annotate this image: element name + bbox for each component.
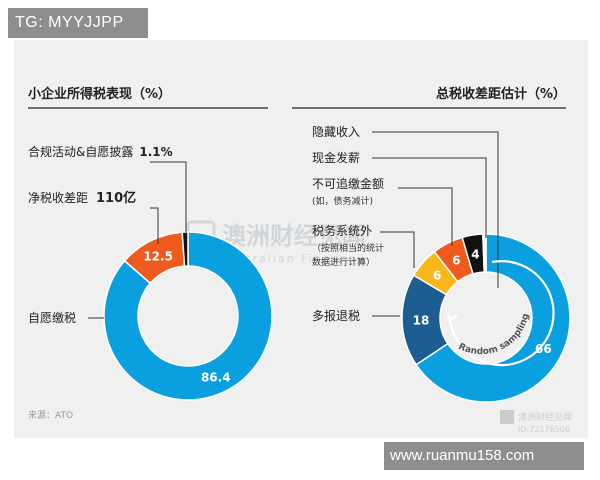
hidden-income-label: 隐藏收入 [312,125,360,139]
slice-value-label: 6 [452,254,460,268]
outside-system-sublabel-1: （按照相当的统计 [312,242,384,254]
corner-watermark-id: ID:72176506 [518,425,570,434]
cash-wages-leader-line [372,157,487,238]
left-labels: 合规活动&自愿披露 1.1% 净税收差距 110亿 自愿缴税 [28,144,187,325]
watermark-center-sub: Australian Finance [220,252,357,265]
slice-value-label: 66 [535,342,552,356]
outside-system-label: 税务系统外 [312,223,372,238]
watermark-center-text: 澳洲财经见闻 [222,222,366,250]
unrecoverable-leader-line [398,187,453,246]
unrecoverable-label: 不可追缴金额 [312,176,384,191]
right-labels: 隐藏收入 现金发薪 不可追缴金额 (如，债务减计) 税务系统外 （按照相当的统计… [312,125,499,323]
center-watermark: 澳洲财经见闻 Australian Finance [186,220,366,265]
outside-system-leader-line [380,231,415,268]
corner-watermark: 澳洲财经见闻 ID:72176506 [500,410,572,434]
compliance-label: 合规活动&自愿披露 1.1% [28,144,173,159]
compliance-leader-line [150,161,187,234]
watermark-top-tag: TG: MYYJJPP [8,8,148,38]
donut-slice [415,233,571,403]
corner-logo-icon [500,410,514,424]
cash-wages-label: 现金发薪 [312,150,360,165]
corner-watermark-name: 澳洲财经见闻 [518,411,572,423]
hidden-income-leader-line [372,131,499,288]
slice-value-label: 86.4 [201,371,231,385]
donut-slice [181,231,189,267]
donut-slice [482,233,487,273]
slice-value-label: 18 [413,313,430,327]
left-donut-chart: 86.4 12.5 [103,231,273,401]
random-sampling-arc [448,260,555,367]
voluntary-label: 自愿缴税 [28,310,76,325]
random-sampling-arrowhead [447,311,458,322]
right-chart-title: 总税收差距估计（%） [436,86,566,102]
unrecoverable-sublabel: (如，债务减计) [312,195,373,207]
donut-slice [103,231,273,401]
net-gap-label: 净税收差距 110亿 [28,190,136,206]
source-label: 来源：ATO [28,410,73,421]
outside-system-sublabel-2: 数据进行计算） [312,256,375,268]
net-gap-leader-line [150,207,159,244]
over-refund-label: 多报退税 [312,308,360,323]
slice-value-label: 4 [471,247,479,261]
slice-value-label: 12.5 [143,250,173,264]
slice-value-label: 6 [433,269,441,283]
left-chart-title: 小企业所得税表现（%） [28,86,171,102]
watermark-bottom-tag: www.ruanmu158.com [384,442,584,470]
